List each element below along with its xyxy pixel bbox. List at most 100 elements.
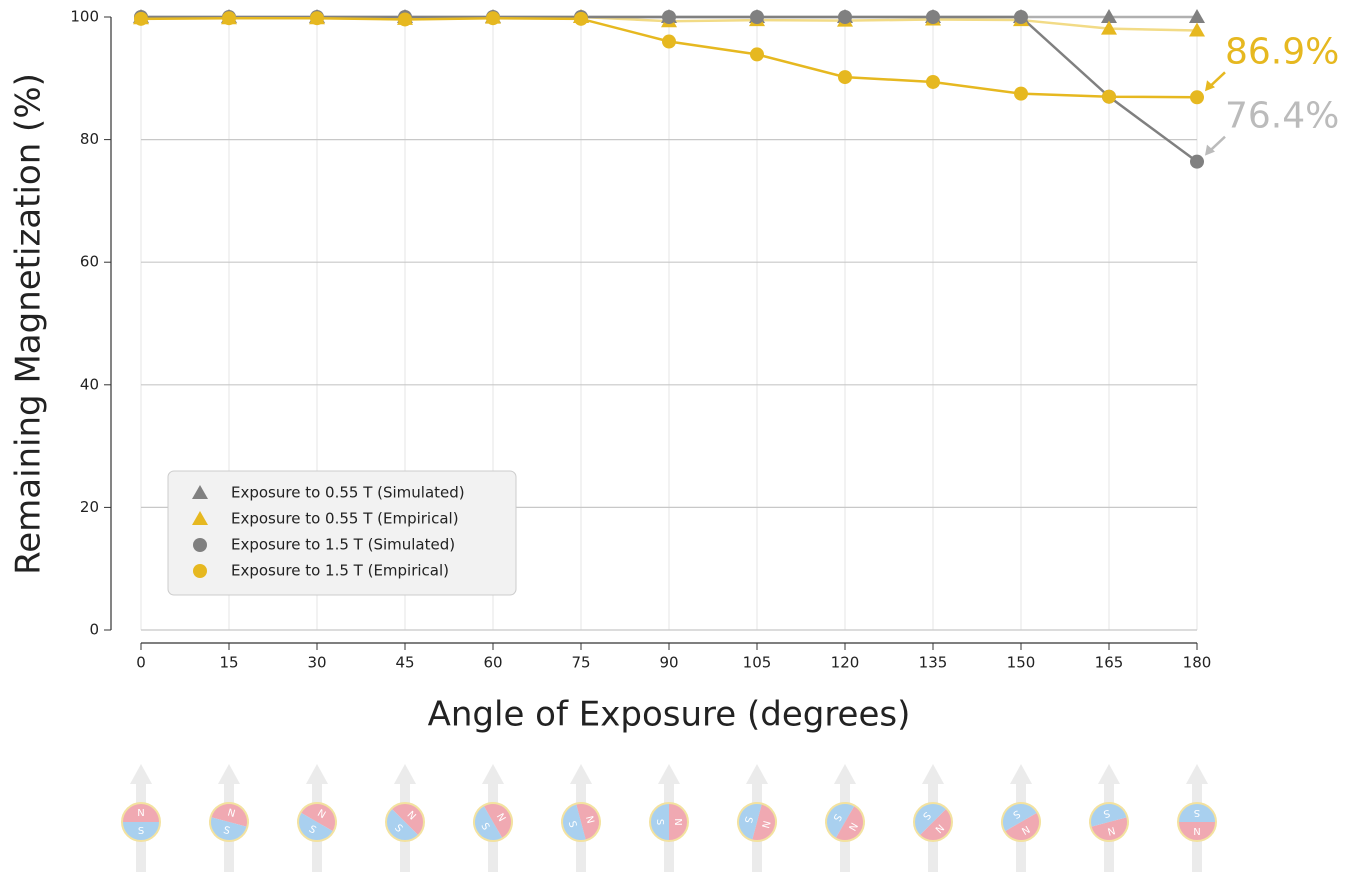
field-arrow-head [130, 764, 152, 784]
x-tick-label: 105 [743, 654, 772, 672]
magnet-south [650, 803, 669, 841]
field-arrow-head [218, 764, 240, 784]
field-arrow-head [1186, 764, 1208, 784]
x-axis-label: Angle of Exposure (degrees) [428, 695, 911, 735]
magnet-rim [297, 802, 337, 842]
magnet-rim [385, 802, 425, 842]
triangle-marker [1189, 22, 1205, 37]
magnet-north [483, 803, 512, 839]
magnet-rim [473, 802, 513, 842]
circle-marker [193, 538, 207, 552]
legend-label: Exposure to 1.5 T (Simulated) [231, 536, 455, 554]
annotation-text: 76.4% [1225, 96, 1339, 137]
y-tick-label: 60 [80, 253, 99, 271]
circle-marker [1102, 89, 1116, 104]
magnet: NS [121, 802, 161, 842]
field-arrow-head [1098, 764, 1120, 784]
circle-marker [838, 10, 852, 24]
circle-marker [310, 11, 324, 26]
legend-label: Exposure to 0.55 T (Empirical) [231, 510, 459, 528]
magnet-south-label: S [307, 824, 318, 837]
magnet: NS [561, 802, 601, 842]
x-tick-label: 15 [219, 654, 238, 672]
x-tick-label: 165 [1095, 654, 1124, 672]
field-arrow-head [746, 764, 768, 784]
magnet-north-label: N [226, 808, 236, 821]
x-tick-label: 150 [1007, 654, 1036, 672]
magnet-south [1090, 803, 1128, 827]
triangle-marker [1101, 20, 1117, 35]
circle-marker [1190, 90, 1204, 105]
magnet-rim [913, 802, 953, 842]
magnet-south-label: S [1194, 807, 1200, 818]
field-arrow-head [834, 764, 856, 784]
magnet-south-label: S [654, 819, 665, 825]
magnet-rim [121, 802, 161, 842]
circle-marker [574, 11, 588, 26]
magnet-south [122, 822, 160, 841]
magnet-north-label: N [494, 812, 507, 824]
annotation-arrowhead [1205, 144, 1215, 156]
circle-marker [838, 70, 852, 85]
circle-marker [486, 11, 500, 26]
magnet-south [914, 803, 947, 836]
magnet: NS [737, 802, 777, 842]
x-tick-label: 0 [136, 654, 146, 672]
x-tick-label: 75 [571, 654, 590, 672]
x-tick-label: 135 [919, 654, 948, 672]
y-tick-label: 20 [80, 498, 99, 516]
magnet-south-label: S [1102, 807, 1111, 819]
magnet-north-label: N [583, 815, 596, 825]
legend-label: Exposure to 1.5 T (Empirical) [231, 562, 449, 580]
triangle-marker [192, 511, 208, 525]
field-arrow-head [306, 764, 328, 784]
circle-marker [1190, 154, 1204, 169]
circle-marker [662, 10, 676, 24]
legend-box [167, 470, 517, 596]
x-tick-label: 45 [395, 654, 414, 672]
magnet-north-label: N [759, 819, 772, 829]
magnet-north [752, 803, 776, 841]
x-tick-label: 180 [1183, 654, 1212, 672]
magnet: NS [1177, 802, 1217, 842]
x-tick-label: 120 [831, 654, 860, 672]
field-arrow-head [922, 764, 944, 784]
annotation-text: 86.9% [1225, 31, 1339, 72]
magnet-rim [649, 802, 689, 842]
magnet-south-label: S [138, 826, 144, 837]
magnet-south-label: S [566, 820, 578, 829]
magnet-south [474, 805, 503, 841]
field-arrow-head [658, 764, 680, 784]
y-tick-label: 0 [89, 621, 99, 639]
triangle-marker [1189, 9, 1205, 23]
magnet-south [738, 803, 762, 841]
magnet-north [919, 808, 952, 841]
magnet-rim [209, 802, 249, 842]
circle-marker [750, 47, 764, 62]
magnet-rim [1001, 802, 1041, 842]
x-tick-label: 60 [483, 654, 502, 672]
magnet-south [386, 808, 419, 841]
magnet-rim [1089, 802, 1129, 842]
magnet-south-label: S [478, 821, 491, 832]
magnet-south [210, 817, 248, 841]
magnet-north [1004, 812, 1040, 841]
magnet-north-label: N [315, 808, 327, 821]
y-tick-label: 100 [70, 8, 99, 26]
magnet-south [1178, 803, 1216, 822]
magnet: NS [473, 802, 513, 842]
magnet-north [300, 803, 336, 832]
magnet: NS [385, 802, 425, 842]
magnet-north [210, 803, 248, 827]
magnet-north [1090, 817, 1128, 841]
field-arrow-head [394, 764, 416, 784]
field-arrow-head [1010, 764, 1032, 784]
magnet-south-label: S [830, 812, 843, 823]
circle-marker [1014, 86, 1028, 101]
field-arrow-head [482, 764, 504, 784]
magnet-rim [561, 802, 601, 842]
magnet-south [826, 803, 855, 839]
magnet: NS [209, 802, 249, 842]
x-tick-label: 90 [659, 654, 678, 672]
